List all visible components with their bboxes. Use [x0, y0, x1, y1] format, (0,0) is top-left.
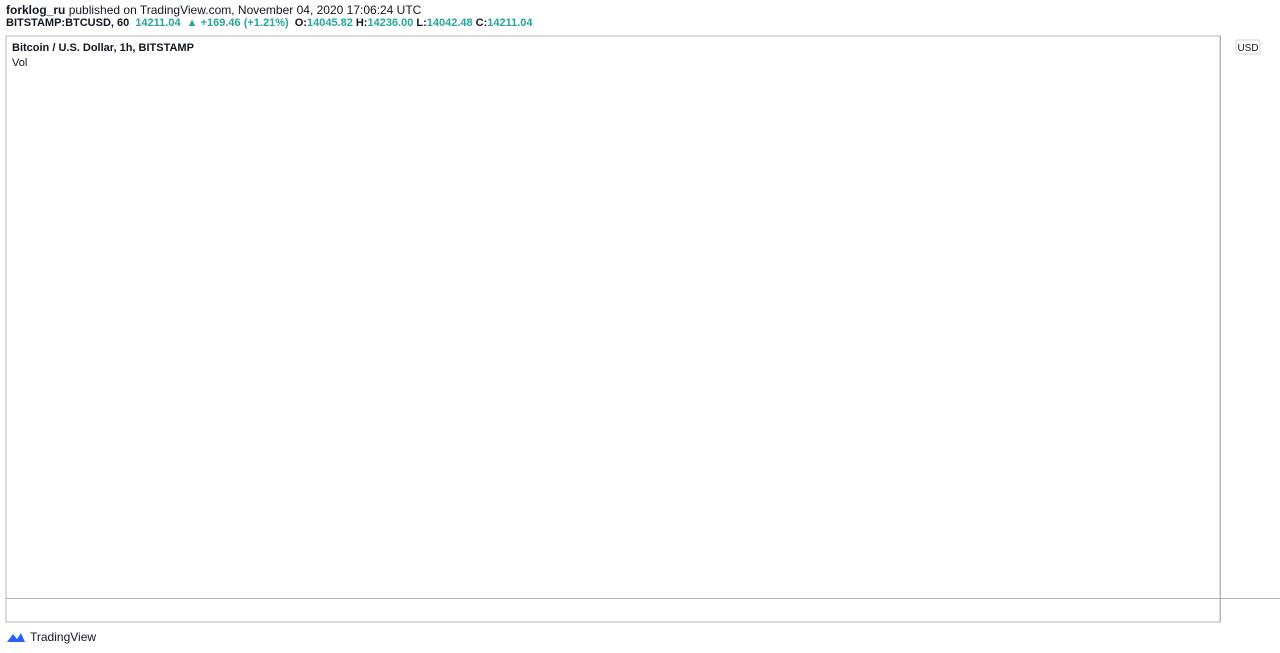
ohlc-values: O:14045.82 H:14236.00 L:14042.48 C:14211.04 [295, 17, 536, 29]
logo [7, 633, 25, 642]
author: forklog_ru [6, 3, 66, 17]
currency-box [1235, 39, 1261, 55]
publish-info: forklog_ru published on TradingView.com,… [6, 3, 421, 17]
symbol-line: BITSTAMP:BTCUSD, 60 14211.04 ▲ +169.46 (… [6, 17, 539, 29]
legend-volume: Vol [12, 57, 27, 69]
ohlc-value: 14045.82 [306, 17, 353, 29]
legend-symbol: Bitcoin / U.S. Dollar, 1h, BITSTAMP [12, 42, 194, 54]
ohlc-label: H: [355, 17, 368, 29]
ohlc-value: 14236.00 [367, 17, 414, 29]
change: ▲ +169.46 (+1.21%) [186, 17, 289, 29]
footer: TradingView [6, 630, 96, 644]
price: 14211.04 [135, 17, 181, 29]
ohlc-label: C: [475, 17, 488, 29]
ohlc-value: 14211.04 [487, 17, 533, 29]
ohlc-value: 14042.48 [426, 17, 473, 29]
symbol: BITSTAMP:BTCUSD, 60 [6, 17, 130, 29]
ohlc-label: O: [294, 17, 307, 29]
currency: USD [1237, 43, 1258, 54]
logo-shape [7, 633, 25, 642]
plot-frame [5, 35, 1221, 623]
brand: TradingView [30, 630, 97, 644]
publish-text: published on TradingView.com, November 0… [68, 3, 422, 17]
ohlc-label: L: [416, 17, 427, 29]
